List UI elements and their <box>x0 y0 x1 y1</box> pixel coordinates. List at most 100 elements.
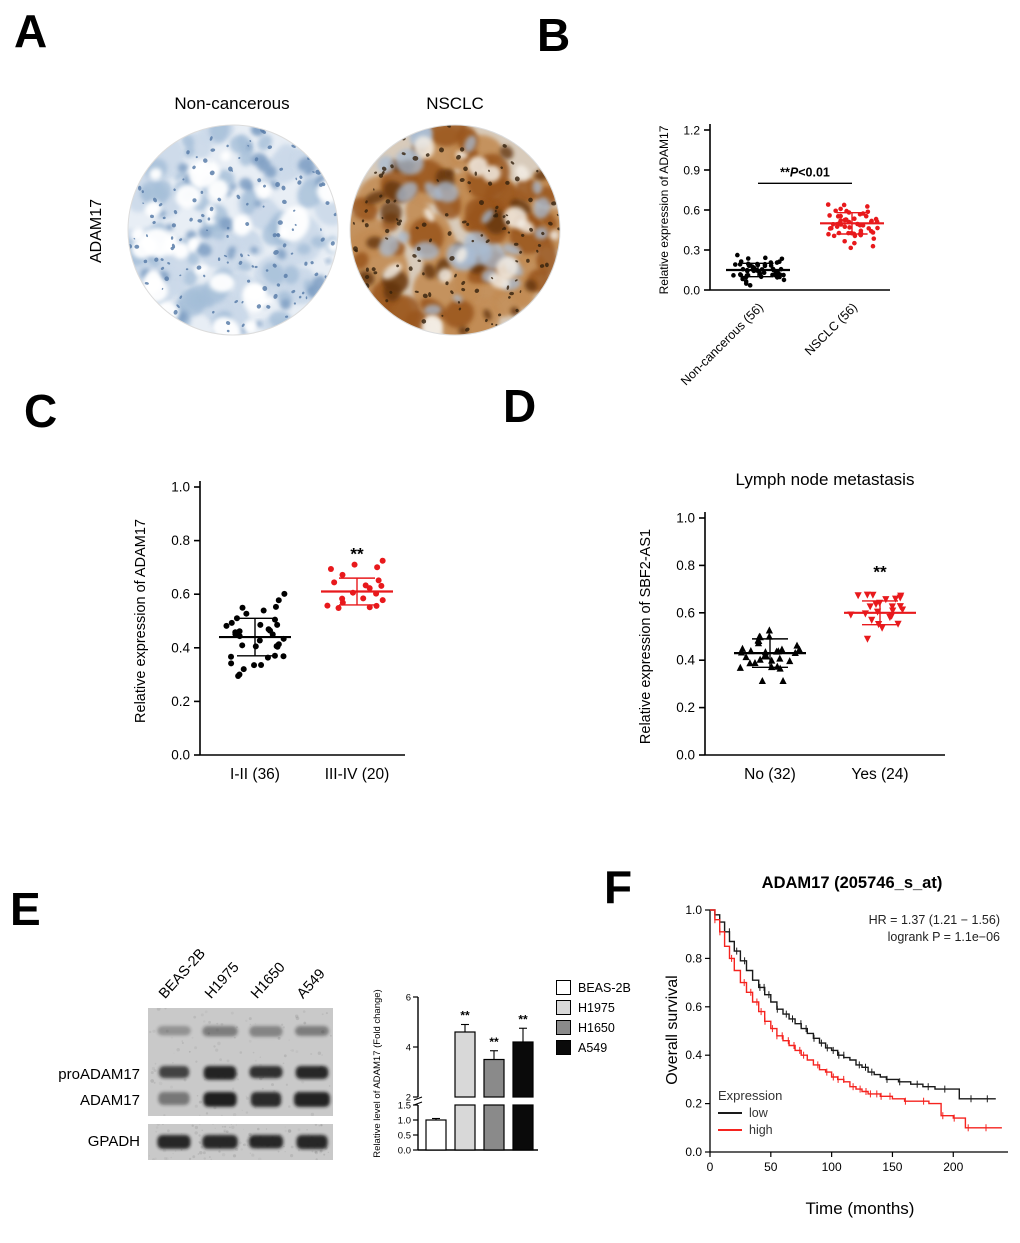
svg-text:No (32): No (32) <box>744 766 796 783</box>
svg-text:100: 100 <box>822 1160 842 1174</box>
svg-text:0.0: 0.0 <box>398 1146 411 1157</box>
panel-e-bar-chart: 0.0 0.5 1.0 1.52 4 6 ** ** ** Relative level of A… <box>372 989 538 1158</box>
svg-text:6: 6 <box>406 993 411 1004</box>
panel-c-letter: C <box>24 385 58 437</box>
svg-text:0.4: 0.4 <box>685 1048 702 1062</box>
svg-text:4: 4 <box>406 1043 411 1054</box>
ihc-row-label-adam17: ADAM17 <box>88 198 105 264</box>
panel-f-title: ADAM17 (205746_s_at) <box>761 874 943 892</box>
lane-label-h1650: H1650 <box>248 959 289 1002</box>
km-legend-title: Expression <box>718 1088 783 1103</box>
western-blot-adam17 <box>148 1008 333 1116</box>
svg-text:0.4: 0.4 <box>171 640 190 655</box>
panel-d-title: Lymph node metastasis <box>735 470 915 489</box>
legend-label: BEAS-2B <box>578 980 631 995</box>
svg-text:1.0: 1.0 <box>398 1116 411 1127</box>
svg-text:0.8: 0.8 <box>676 558 695 573</box>
svg-text:0.8: 0.8 <box>685 951 702 965</box>
svg-text:Yes (24): Yes (24) <box>851 766 908 783</box>
panel-a-letter: A <box>14 5 48 57</box>
svg-text:**: ** <box>873 562 887 581</box>
svg-text:III-IV (20): III-IV (20) <box>325 766 390 783</box>
svg-text:0.0: 0.0 <box>171 748 190 763</box>
svg-text:0.6: 0.6 <box>683 204 700 218</box>
svg-text:Relative expression of SBF2-AS: Relative expression of SBF2-AS1 <box>638 529 654 744</box>
blot-row-label-gpadh: GPADH <box>87 1133 140 1150</box>
panel-c-chart: 0.0 0.2 0.4 0.6 0.8 1.0 Relative expression of… <box>133 480 405 783</box>
ihc-image-nsclc <box>349 124 561 336</box>
svg-text:**P<0.01: **P<0.01 <box>780 165 830 179</box>
svg-text:**: ** <box>350 544 364 563</box>
km-xlabel: Time (months) <box>805 1199 915 1218</box>
ihc-label-nsclc: NSCLC <box>426 94 484 113</box>
svg-text:0.6: 0.6 <box>676 605 695 620</box>
western-blot-gpadh <box>148 1124 333 1160</box>
svg-text:Relative level of ADAM17 (Fold: Relative level of ADAM17 (Fold change) <box>372 989 383 1157</box>
svg-text:Relative expression of ADAM17: Relative expression of ADAM17 <box>133 519 149 723</box>
svg-text:1.2: 1.2 <box>683 124 700 138</box>
svg-text:0.6: 0.6 <box>685 1000 702 1014</box>
h1650-color-swatch <box>556 1020 571 1035</box>
svg-text:0.2: 0.2 <box>676 700 695 715</box>
blot-row-label-proadam17: proADAM17 <box>58 1066 140 1083</box>
legend-label: A549 <box>578 1040 608 1055</box>
km-legend-row-low: low <box>718 1106 782 1120</box>
panel-d-letter: D <box>503 380 537 432</box>
high-line-swatch <box>718 1129 742 1131</box>
km-legend-row-high: high <box>718 1123 782 1137</box>
legend-item-h1975: H1975 <box>556 1000 631 1015</box>
legend-item-h1650: H1650 <box>556 1020 631 1035</box>
legend-label: H1975 <box>578 1000 615 1015</box>
h1975-color-swatch <box>556 1000 571 1015</box>
svg-text:0.0: 0.0 <box>683 284 700 298</box>
ihc-image-noncancerous <box>127 124 339 336</box>
ihc-label-noncancerous: Non-cancerous <box>174 94 290 113</box>
legend-item-a549: A549 <box>556 1040 631 1055</box>
svg-text:1.0: 1.0 <box>685 903 702 917</box>
svg-text:**: ** <box>518 1012 528 1026</box>
panel-d-chart: 0.0 0.2 0.4 0.6 0.8 1.0 Relative expression of… <box>638 511 945 783</box>
km-legend: Expression low high <box>718 1088 782 1137</box>
a549-color-swatch <box>556 1040 571 1055</box>
panel-f-km-chart: 0 50 100 150 200 0.0 0.2 0.4 0.6 0.8 1.0 <box>685 903 1008 1174</box>
svg-text:50: 50 <box>764 1160 778 1174</box>
svg-text:NSCLC (56): NSCLC (56) <box>802 300 860 358</box>
svg-text:0.0: 0.0 <box>685 1145 702 1159</box>
svg-text:0.6: 0.6 <box>171 587 190 602</box>
km-legend-label-high: high <box>749 1123 773 1137</box>
low-line-swatch <box>718 1112 742 1114</box>
svg-text:0.9: 0.9 <box>683 164 700 178</box>
svg-text:150: 150 <box>882 1160 902 1174</box>
svg-text:2: 2 <box>406 1093 411 1104</box>
svg-text:I-II (36): I-II (36) <box>230 766 280 783</box>
lane-label-beas2b: BEAS-2B <box>156 945 209 1002</box>
panel-e-legend: BEAS-2B H1975 H1650 A549 <box>556 980 631 1060</box>
svg-text:**: ** <box>489 1035 499 1049</box>
svg-text:0.5: 0.5 <box>398 1131 411 1142</box>
panel-e-letter: E <box>10 883 41 935</box>
panel-b-chart: 0.0 0.3 0.6 0.9 1.2 Relative expression of AD… <box>657 124 890 388</box>
panel-b-letter: B <box>537 9 571 61</box>
svg-text:0.3: 0.3 <box>683 244 700 258</box>
svg-text:Relative expression of ADAM17: Relative expression of ADAM17 <box>657 125 671 294</box>
svg-text:0.4: 0.4 <box>676 653 695 668</box>
km-legend-label-low: low <box>749 1106 768 1120</box>
svg-text:0.2: 0.2 <box>171 694 190 709</box>
blot-row-label-adam17: ADAM17 <box>79 1092 140 1109</box>
svg-text:1.0: 1.0 <box>676 511 695 526</box>
svg-text:0.2: 0.2 <box>685 1097 702 1111</box>
svg-text:1.5: 1.5 <box>398 1101 411 1112</box>
svg-text:Non-cancerous (56): Non-cancerous (56) <box>678 300 766 388</box>
svg-text:**: ** <box>460 1009 470 1023</box>
svg-text:200: 200 <box>943 1160 963 1174</box>
km-hr-annotation: HR = 1.37 (1.21 − 1.56) <box>868 913 1000 927</box>
svg-text:0: 0 <box>707 1160 714 1174</box>
km-logrank-annotation: logrank P = 1.1e−06 <box>887 930 1000 944</box>
svg-text:0.0: 0.0 <box>676 748 695 763</box>
panel-f-letter: F <box>604 861 633 913</box>
legend-label: H1650 <box>578 1020 615 1035</box>
svg-text:0.8: 0.8 <box>171 533 190 548</box>
beas2b-color-swatch <box>556 980 571 995</box>
svg-text:1.0: 1.0 <box>171 480 190 495</box>
